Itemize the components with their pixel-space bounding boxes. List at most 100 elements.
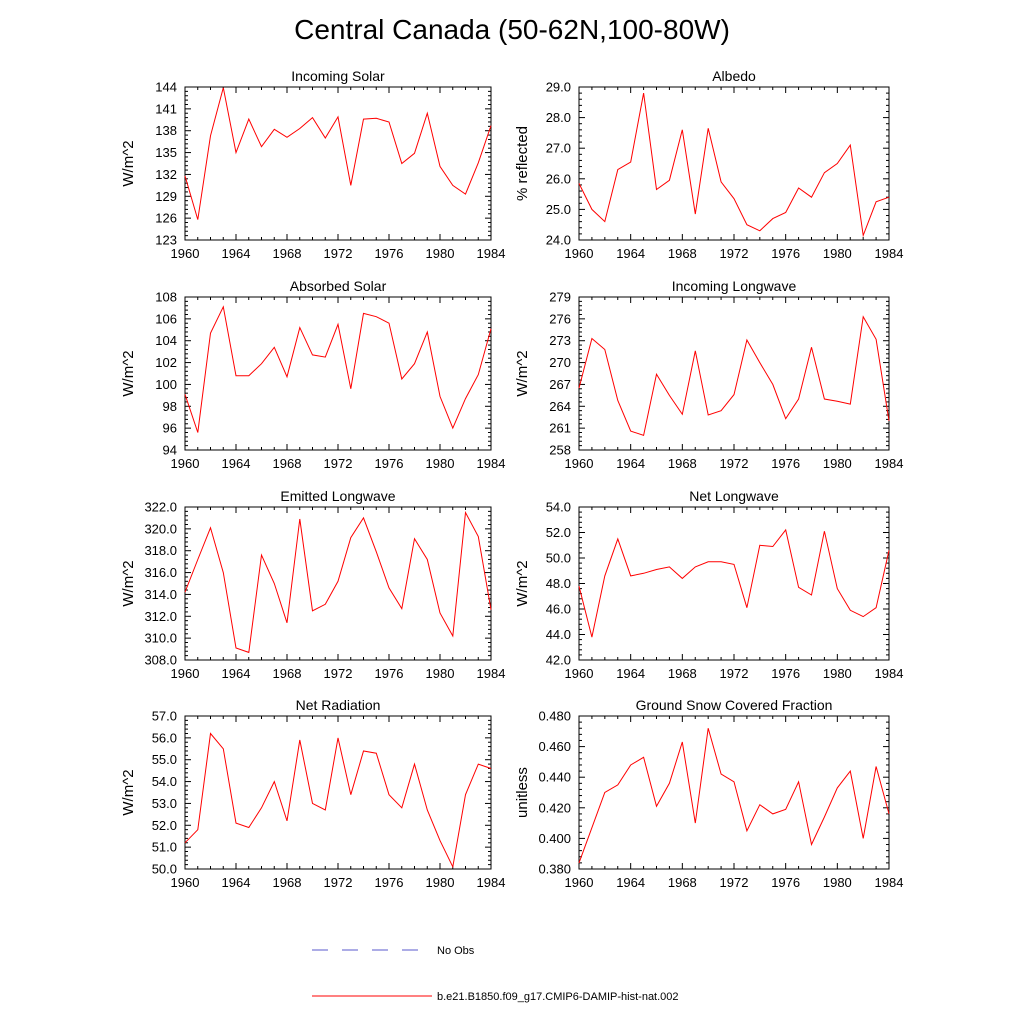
panel-absorbed-solar: Absorbed Solar W/m^2 1960 1964 1968 1972 1976 1… [120, 278, 505, 471]
x-tick-label: 1976 [375, 666, 404, 681]
x-tick-label: 1968 [668, 666, 697, 681]
x-tick-label: 1964 [616, 246, 645, 261]
x-tick-label: 1972 [720, 246, 749, 261]
legend: No Obs b.e21.B1850.f09_g17.CMIP6-DAMIP-hi… [312, 945, 679, 1003]
x-tick-label: 1976 [375, 246, 404, 261]
y-tick-label: 308.0 [144, 653, 177, 668]
legend-label: b.e21.B1850.f09_g17.CMIP6-DAMIP-hist-nat… [437, 991, 679, 1003]
y-tick-label: 322.0 [144, 500, 177, 515]
x-tick-label: 1972 [324, 246, 353, 261]
y-tick-label: 24.0 [546, 233, 571, 248]
y-tick-label: 57.0 [152, 709, 177, 724]
x-tick-label: 1960 [171, 875, 200, 890]
x-tick-label: 1976 [771, 666, 800, 681]
y-tick-label: 320.0 [144, 521, 177, 536]
y-tick-label: 48.0 [546, 576, 571, 591]
plot-frame [184, 296, 492, 451]
panel-emitted-longwave: Emitted Longwave W/m^2 1960 1964 1968 1972 197… [120, 488, 505, 681]
y-tick-label: 261 [549, 421, 571, 436]
y-tick-label: 28.0 [546, 110, 571, 125]
x-tick-label: 1980 [426, 666, 455, 681]
panel-title: Net Longwave [689, 488, 779, 504]
x-tick-label: 1980 [823, 246, 852, 261]
y-axis-label: % reflected [514, 126, 531, 201]
panel-ground-snow-covered-fraction: Ground Snow Covered Fraction unitless 1960… [514, 697, 903, 890]
x-tick-label: 1964 [222, 246, 251, 261]
y-tick-label: 104 [155, 333, 177, 348]
x-tick-label: 1968 [273, 875, 302, 890]
y-axis-label: W/m^2 [120, 560, 137, 606]
y-tick-label: 123 [155, 233, 177, 248]
panel-title: Albedo [712, 68, 756, 84]
x-tick-label: 1960 [171, 456, 200, 471]
y-axis-label: unitless [514, 767, 531, 818]
y-tick-label: 141 [155, 101, 177, 116]
y-axis-label: W/m^2 [514, 560, 531, 606]
y-tick-label: 98 [163, 399, 177, 414]
x-tick-label: 1972 [720, 875, 749, 890]
x-tick-label: 1984 [477, 875, 506, 890]
series-line [578, 315, 890, 437]
series-line [184, 732, 492, 869]
series-line [184, 87, 492, 220]
x-tick-label: 1984 [477, 666, 506, 681]
x-tick-label: 1976 [375, 875, 404, 890]
panel-title: Ground Snow Covered Fraction [636, 697, 833, 713]
main-title: Central Canada (50-62N,100-80W) [294, 14, 730, 45]
y-tick-label: 312.0 [144, 609, 177, 624]
y-tick-label: 135 [155, 145, 177, 160]
x-tick-label: 1960 [565, 246, 594, 261]
y-tick-label: 318.0 [144, 543, 177, 558]
y-tick-label: 276 [549, 311, 571, 326]
x-tick-label: 1984 [875, 456, 904, 471]
panel-net-radiation: Net Radiation W/m^2 1960 1964 1968 1972 1976 19… [120, 697, 505, 890]
x-tick-label: 1980 [823, 456, 852, 471]
x-tick-label: 1960 [565, 666, 594, 681]
y-tick-label: 25.0 [546, 202, 571, 217]
legend-entry-model: b.e21.B1850.f09_g17.CMIP6-DAMIP-hist-nat… [312, 991, 679, 1003]
x-tick-label: 1968 [668, 246, 697, 261]
y-tick-label: 264 [549, 399, 571, 414]
y-tick-label: 0.480 [538, 709, 571, 724]
x-tick-label: 1972 [720, 666, 749, 681]
panel-net-longwave: Net Longwave W/m^2 1960 1964 1968 1972 1976 198… [514, 488, 903, 681]
y-tick-label: 52.0 [546, 525, 571, 540]
y-axis-label: W/m^2 [514, 350, 531, 396]
panel-incoming-solar: Incoming Solar W/m^2 1960 1964 1968 1972 1976 1… [120, 68, 505, 261]
series-line [578, 528, 890, 638]
y-tick-label: 50.0 [152, 862, 177, 877]
y-tick-label: 96 [163, 421, 177, 436]
y-tick-label: 106 [155, 311, 177, 326]
y-tick-label: 129 [155, 189, 177, 204]
y-tick-label: 144 [155, 80, 177, 95]
x-tick-label: 1984 [875, 246, 904, 261]
x-tick-label: 1964 [222, 875, 251, 890]
x-tick-label: 1984 [875, 666, 904, 681]
panel-title: Emitted Longwave [280, 488, 395, 504]
plot-frame [578, 506, 890, 661]
x-tick-label: 1960 [171, 666, 200, 681]
y-tick-label: 51.0 [152, 840, 177, 855]
y-tick-label: 314.0 [144, 587, 177, 602]
plot-frame [184, 506, 492, 661]
panel-albedo: Albedo % reflected 1960 1964 1968 1972 1976 198… [514, 68, 903, 261]
y-tick-label: 52.0 [152, 818, 177, 833]
y-tick-label: 56.0 [152, 730, 177, 745]
x-tick-label: 1964 [616, 666, 645, 681]
y-tick-label: 53.0 [152, 796, 177, 811]
x-tick-label: 1980 [426, 875, 455, 890]
y-tick-label: 29.0 [546, 80, 571, 95]
x-tick-label: 1968 [668, 875, 697, 890]
x-tick-label: 1968 [273, 666, 302, 681]
y-tick-label: 26.0 [546, 171, 571, 186]
x-tick-label: 1980 [426, 456, 455, 471]
y-tick-label: 267 [549, 377, 571, 392]
x-tick-label: 1964 [616, 875, 645, 890]
series-line [578, 728, 890, 864]
y-tick-label: 270 [549, 355, 571, 370]
y-tick-label: 0.440 [538, 770, 571, 785]
x-tick-label: 1968 [668, 456, 697, 471]
x-tick-label: 1980 [426, 246, 455, 261]
panel-title: Absorbed Solar [290, 278, 387, 294]
